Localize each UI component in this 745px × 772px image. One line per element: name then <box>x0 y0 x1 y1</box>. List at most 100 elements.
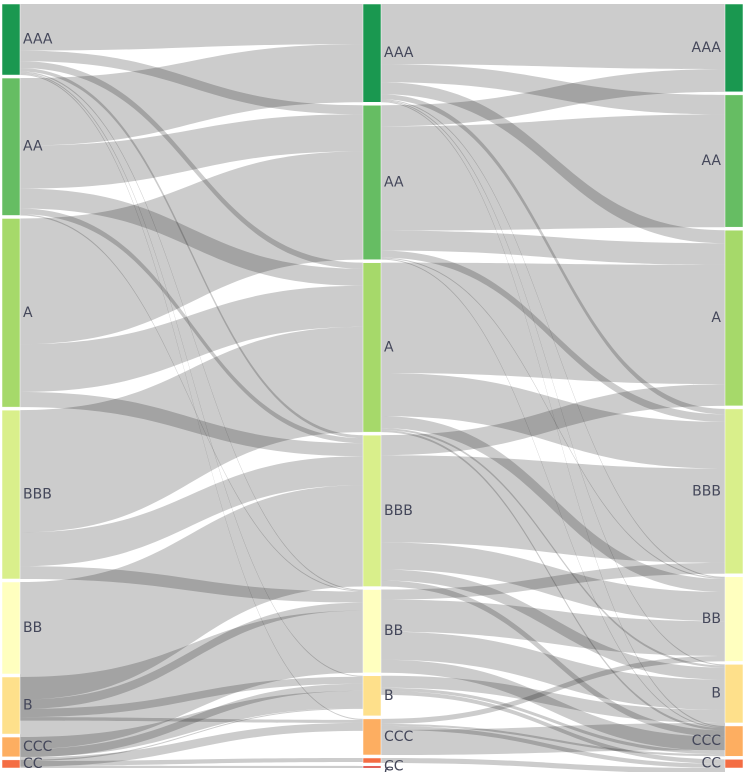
link-1-BBB-to-B[interactable] <box>381 569 725 680</box>
link-1-B-to-B[interactable] <box>381 675 725 723</box>
link-1-BB-to-BB[interactable] <box>381 599 725 656</box>
node-0-AAA[interactable] <box>1 3 21 76</box>
link-0-AA-to-BBB[interactable] <box>20 208 363 444</box>
link-0-BBB-to-A[interactable] <box>20 326 363 533</box>
link-1-B-to-CC[interactable] <box>381 690 725 764</box>
node-0-CCC[interactable] <box>1 736 21 758</box>
node-2-BB[interactable] <box>724 576 744 662</box>
link-0-CCC-to-B[interactable] <box>20 690 363 757</box>
link-0-B-to-BB[interactable] <box>20 610 363 750</box>
node-1-C[interactable] <box>362 765 382 769</box>
node-1-B[interactable] <box>362 675 382 717</box>
link-1-BBB-to-BB[interactable] <box>381 542 725 622</box>
link-1-A-to-BBB[interactable] <box>381 372 725 469</box>
link-0-AA-to-AA[interactable] <box>20 114 363 189</box>
node-2-CC[interactable] <box>724 759 744 769</box>
link-0-AAA-to-A[interactable] <box>20 61 363 269</box>
node-1-CCC[interactable] <box>362 718 382 756</box>
node-1-A[interactable] <box>362 262 382 433</box>
link-1-BBB-to-A[interactable] <box>381 384 725 456</box>
link-0-CC-to-B[interactable] <box>20 707 363 762</box>
node-2-A[interactable] <box>724 229 744 407</box>
node-label-1-CCC: CCC <box>384 729 414 745</box>
link-1-A-to-B[interactable] <box>381 428 725 668</box>
link-0-BB-to-B[interactable] <box>20 676 363 718</box>
link-1-AA-to-BBB[interactable] <box>381 250 725 422</box>
link-1-BBB-to-BBB[interactable] <box>381 455 725 563</box>
node-1-BBB[interactable] <box>362 434 382 587</box>
link-1-CCC-to-B[interactable] <box>381 722 725 755</box>
link-0-AA-to-BB[interactable] <box>20 214 363 592</box>
node-1-AAA[interactable] <box>362 3 382 103</box>
link-0-AAA-to-BB[interactable] <box>20 71 363 591</box>
link-1-AAA-to-AA[interactable] <box>381 64 725 115</box>
node-0-BB[interactable] <box>1 581 21 675</box>
node-2-AAA[interactable] <box>724 3 744 93</box>
link-0-AAA-to-AA[interactable] <box>20 50 363 115</box>
node-0-AA[interactable] <box>1 77 21 216</box>
link-0-AAA-to-AAA[interactable] <box>20 4 363 51</box>
link-0-A-to-BBB[interactable] <box>20 391 363 457</box>
node-label-1-AA: AA <box>384 174 404 190</box>
link-0-B-to-CCC[interactable] <box>20 722 363 767</box>
node-1-CC[interactable] <box>362 757 382 764</box>
node-label-0-CCC: CCC <box>23 739 53 755</box>
link-1-CCC-to-CCC[interactable] <box>381 723 725 757</box>
link-0-AAA-to-CCC[interactable] <box>20 73 363 720</box>
link-1-AAA-to-BB[interactable] <box>381 99 725 578</box>
link-1-AAA-to-B[interactable] <box>381 100 725 666</box>
link-0-CC-to-C[interactable] <box>20 765 363 768</box>
node-label-1-AAA: AAA <box>384 45 414 61</box>
node-2-BBB[interactable] <box>724 408 744 575</box>
link-0-AAA-to-B[interactable] <box>20 72 363 677</box>
link-1-A-to-BB[interactable] <box>381 416 725 592</box>
link-1-AAA-to-BBB[interactable] <box>381 94 725 415</box>
link-0-AA-to-AAA[interactable] <box>20 44 363 146</box>
link-1-BB-to-BBB[interactable] <box>381 562 725 600</box>
link-0-CC-to-CC[interactable] <box>20 757 363 766</box>
link-1-AAA-to-AAA[interactable] <box>381 4 725 70</box>
link-1-AA-to-BB[interactable] <box>381 257 725 579</box>
node-0-BBB[interactable] <box>1 409 21 580</box>
link-1-CC-to-CC[interactable] <box>381 757 725 772</box>
node-0-A[interactable] <box>1 218 21 408</box>
link-0-B-to-B[interactable] <box>20 683 363 758</box>
node-0-CC[interactable] <box>1 759 21 769</box>
node-2-B[interactable] <box>724 664 744 724</box>
link-1-A-to-CCC[interactable] <box>381 430 725 731</box>
node-label-1-BB: BB <box>384 623 403 639</box>
link-1-AA-to-AA[interactable] <box>381 114 725 231</box>
link-1-BB-to-CCC[interactable] <box>381 659 725 751</box>
link-0-BBB-to-BBB[interactable] <box>20 456 363 567</box>
node-1-BB[interactable] <box>362 589 382 674</box>
node-label-1-CC: CC <box>384 758 404 772</box>
link-0-BB-to-BBB[interactable] <box>20 485 363 700</box>
link-1-AA-to-AAA[interactable] <box>381 69 725 127</box>
node-label-1-A: A <box>384 339 394 355</box>
link-0-AAA-to-BBB[interactable] <box>20 68 363 439</box>
link-1-CCC-to-BB[interactable] <box>381 655 725 724</box>
node-label-1-BBB: BBB <box>384 503 413 519</box>
node-2-CCC[interactable] <box>724 725 744 757</box>
node-label-2-CC: CC <box>701 756 721 772</box>
node-2-AA[interactable] <box>724 94 744 228</box>
link-0-BBB-to-BB[interactable] <box>20 566 363 603</box>
link-1-BBB-to-CCC[interactable] <box>381 580 725 737</box>
link-0-BB-to-BB[interactable] <box>20 602 363 709</box>
link-1-A-to-A[interactable] <box>381 262 725 385</box>
link-1-AA-to-A[interactable] <box>381 230 725 265</box>
node-1-AA[interactable] <box>362 105 382 260</box>
link-1-AAA-to-CCC[interactable] <box>381 101 725 728</box>
link-0-BB-to-CCC[interactable] <box>20 717 363 723</box>
link-1-CCC-to-CC[interactable] <box>381 725 725 768</box>
node-label-0-BB: BB <box>23 620 42 636</box>
link-0-A-to-A[interactable] <box>20 285 363 392</box>
link-0-A-to-AA[interactable] <box>20 151 363 345</box>
link-1-AA-to-CCC[interactable] <box>381 258 725 729</box>
link-1-AAA-to-A[interactable] <box>381 82 725 244</box>
link-0-AA-to-A[interactable] <box>20 188 363 286</box>
node-0-B[interactable] <box>1 676 21 735</box>
link-1-BB-to-B[interactable] <box>381 631 725 710</box>
node-label-1-B: B <box>384 688 394 704</box>
link-1-B-to-CCC[interactable] <box>381 687 725 755</box>
